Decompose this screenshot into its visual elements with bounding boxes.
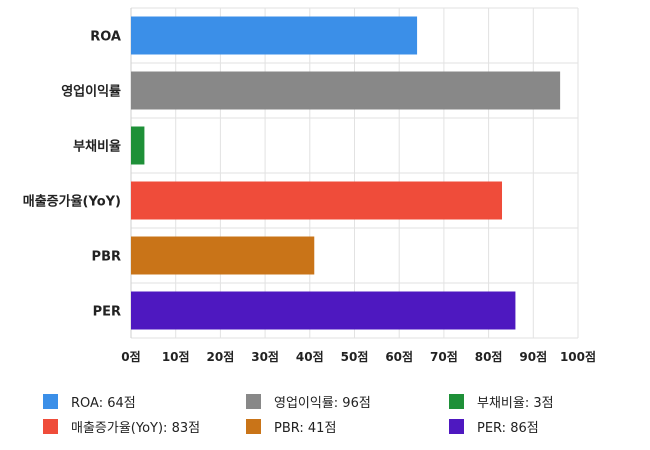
bar bbox=[131, 16, 418, 55]
x-tick-label: 100점 bbox=[560, 349, 596, 364]
legend-swatch bbox=[43, 419, 58, 434]
bar bbox=[131, 236, 315, 275]
category-label: PER bbox=[93, 305, 121, 320]
x-tick-label: 20점 bbox=[207, 349, 235, 364]
x-tick-label: 90점 bbox=[519, 349, 547, 364]
legend-swatch bbox=[449, 419, 464, 434]
category-label: 부채비율 bbox=[73, 139, 121, 155]
legend-entry: 영업이익률: 96점 bbox=[274, 396, 371, 411]
legend-entry: 부채비율: 3점 bbox=[477, 396, 554, 411]
x-tick-label: 0점 bbox=[121, 349, 140, 364]
legend-entry: PBR: 41점 bbox=[274, 421, 336, 436]
bars bbox=[131, 16, 561, 330]
grid-lines bbox=[130, 7, 579, 339]
x-axis-tick-labels: 0점 10점 20점 30점 40점 50점 60점 70점 80점 90점 100점 bbox=[121, 349, 596, 364]
x-tick-label: 40점 bbox=[296, 349, 324, 364]
x-tick-label: 50점 bbox=[341, 349, 369, 364]
category-label: 매출증가율(YoY) bbox=[23, 194, 121, 210]
bar bbox=[131, 181, 503, 220]
x-tick-label: 70점 bbox=[430, 349, 458, 364]
bar bbox=[131, 71, 561, 110]
legend-entry: 매출증가율(YoY): 83점 bbox=[71, 421, 200, 436]
legend-entry: PER: 86점 bbox=[477, 421, 539, 436]
x-tick-label: 10점 bbox=[162, 349, 190, 364]
x-tick-label: 30점 bbox=[251, 349, 279, 364]
category-label: 영업이익률 bbox=[61, 84, 121, 100]
category-label: PBR bbox=[92, 250, 121, 265]
legend-swatch bbox=[246, 394, 261, 409]
legend-entry: ROA: 64점 bbox=[71, 396, 136, 411]
legend-swatch bbox=[449, 394, 464, 409]
x-tick-label: 80점 bbox=[475, 349, 503, 364]
legend-swatch bbox=[43, 394, 58, 409]
x-tick-label: 60점 bbox=[385, 349, 413, 364]
category-label: ROA bbox=[90, 30, 121, 45]
bar bbox=[131, 126, 145, 165]
bar bbox=[131, 291, 516, 330]
legend-swatch bbox=[246, 419, 261, 434]
